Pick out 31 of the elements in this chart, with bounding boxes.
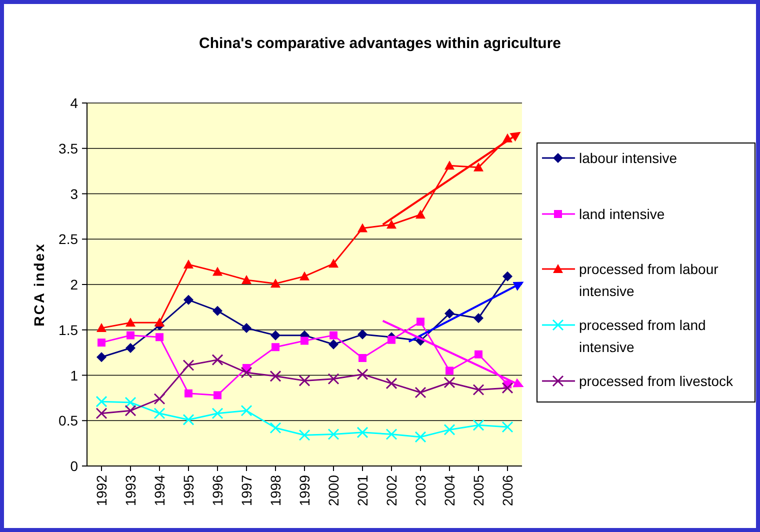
y-tick-label: 2 [70, 276, 78, 292]
x-tick-label: 1995 [180, 474, 196, 506]
y-tick-label: 1 [70, 367, 78, 384]
x-tick-label: 2005 [470, 474, 486, 506]
y-tick-label: 1.5 [58, 322, 78, 338]
x-tick-label: 1993 [122, 474, 138, 506]
y-axis-title: RCA index [31, 242, 47, 326]
y-tick-label: 0 [70, 458, 78, 474]
x-tick-label: 1997 [238, 474, 254, 506]
x-tick-label: 2006 [500, 474, 516, 506]
legend-label: land intensive [579, 206, 665, 222]
x-tick-label: 2004 [442, 474, 458, 506]
y-tick-label: 3.5 [58, 140, 78, 156]
x-tick-label: 1992 [94, 474, 110, 506]
legend-label: processed from land intensive [579, 317, 706, 355]
y-tick-label: 0.5 [58, 412, 78, 429]
y-tick-label: 4 [70, 95, 78, 111]
chart-title: China's comparative advantages within agriculture [199, 35, 561, 52]
x-tick-label: 2002 [384, 474, 400, 506]
x-tick-label: 1999 [296, 474, 312, 506]
y-tick-label: 2.5 [58, 231, 78, 248]
x-tick-label: 1998 [268, 474, 284, 506]
x-tick-label: 1996 [210, 474, 226, 506]
y-tick-label: 3 [70, 186, 78, 202]
legend-label: labour intensive [579, 150, 678, 166]
x-tick-label: 2001 [354, 474, 370, 506]
x-tick-label: 2000 [326, 474, 342, 506]
x-tick-label: 1994 [152, 474, 168, 506]
legend-label: processed from labour intensive [579, 261, 719, 299]
x-tick-label: 2003 [412, 474, 428, 506]
legend-label: processed from livestock [579, 373, 734, 389]
